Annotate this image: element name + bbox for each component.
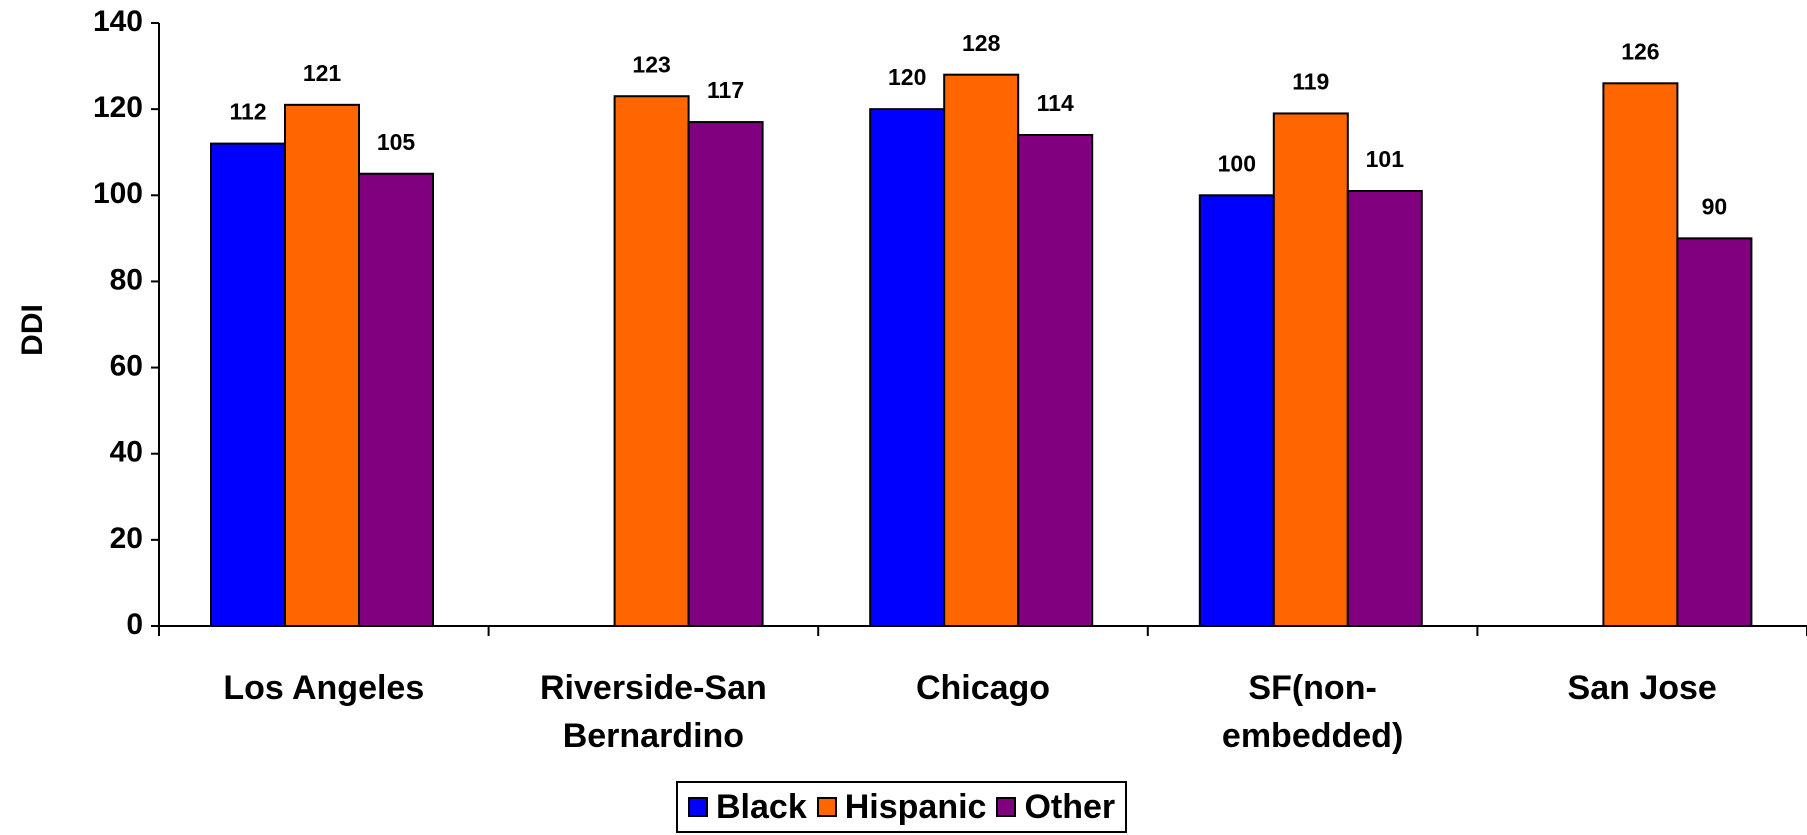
legend-swatch (996, 797, 1017, 817)
bar (869, 108, 946, 627)
value-label: 123 (632, 51, 670, 77)
bar (284, 103, 360, 628)
value-label: 100 (1218, 150, 1256, 176)
legend-item: Black (688, 788, 807, 827)
legend: Black Hispanic Other (676, 781, 1128, 833)
legend-item: Other (996, 788, 1115, 827)
legend-label: Black (716, 787, 807, 826)
value-label: 119 (1292, 69, 1329, 95)
x-tick-label: Los Angeles (223, 669, 425, 707)
y-tick-label: 40 (110, 436, 143, 469)
x-tick-label: Riverside-San Bernardino (540, 669, 767, 755)
y-tick-label: 60 (110, 349, 143, 382)
value-label: 112 (229, 99, 266, 125)
legend-item: Hispanic (816, 787, 987, 827)
bar (1346, 189, 1423, 627)
bar (1272, 112, 1349, 627)
y-tick-label: 100 (93, 177, 143, 210)
y-tick-label: 20 (110, 522, 143, 555)
bar (210, 142, 286, 627)
value-label: 121 (303, 60, 342, 86)
bar (358, 172, 434, 627)
value-label: 120 (888, 64, 926, 90)
bar (1602, 82, 1679, 628)
x-tick-label: San Jose (1567, 669, 1717, 707)
legend-swatch (816, 797, 837, 817)
bar (1198, 194, 1275, 628)
bar (687, 121, 764, 627)
y-tick-label: 120 (93, 91, 143, 124)
value-label: 101 (1366, 146, 1405, 172)
x-tick-label: Chicago (915, 669, 1051, 707)
y-tick-label: 80 (110, 263, 143, 296)
bar (943, 73, 1020, 627)
bar (613, 95, 690, 627)
value-label: 117 (707, 77, 744, 103)
bar (1017, 133, 1094, 627)
y-axis-label: DDI (16, 304, 49, 356)
x-tick-label: SF(non-embedded) (1221, 669, 1404, 755)
y-tick-label: 140 (93, 5, 143, 38)
value-label: 90 (1702, 193, 1728, 219)
value-label: 126 (1621, 38, 1659, 64)
legend-label: Other (1024, 787, 1116, 826)
value-label: 105 (377, 129, 416, 155)
y-tick-label: 0 (126, 608, 143, 641)
legend-label: Hispanic (844, 787, 987, 826)
value-label: 128 (962, 30, 1001, 56)
value-label: 114 (1037, 90, 1074, 116)
bar (1676, 237, 1753, 627)
legend-swatch (688, 797, 708, 817)
